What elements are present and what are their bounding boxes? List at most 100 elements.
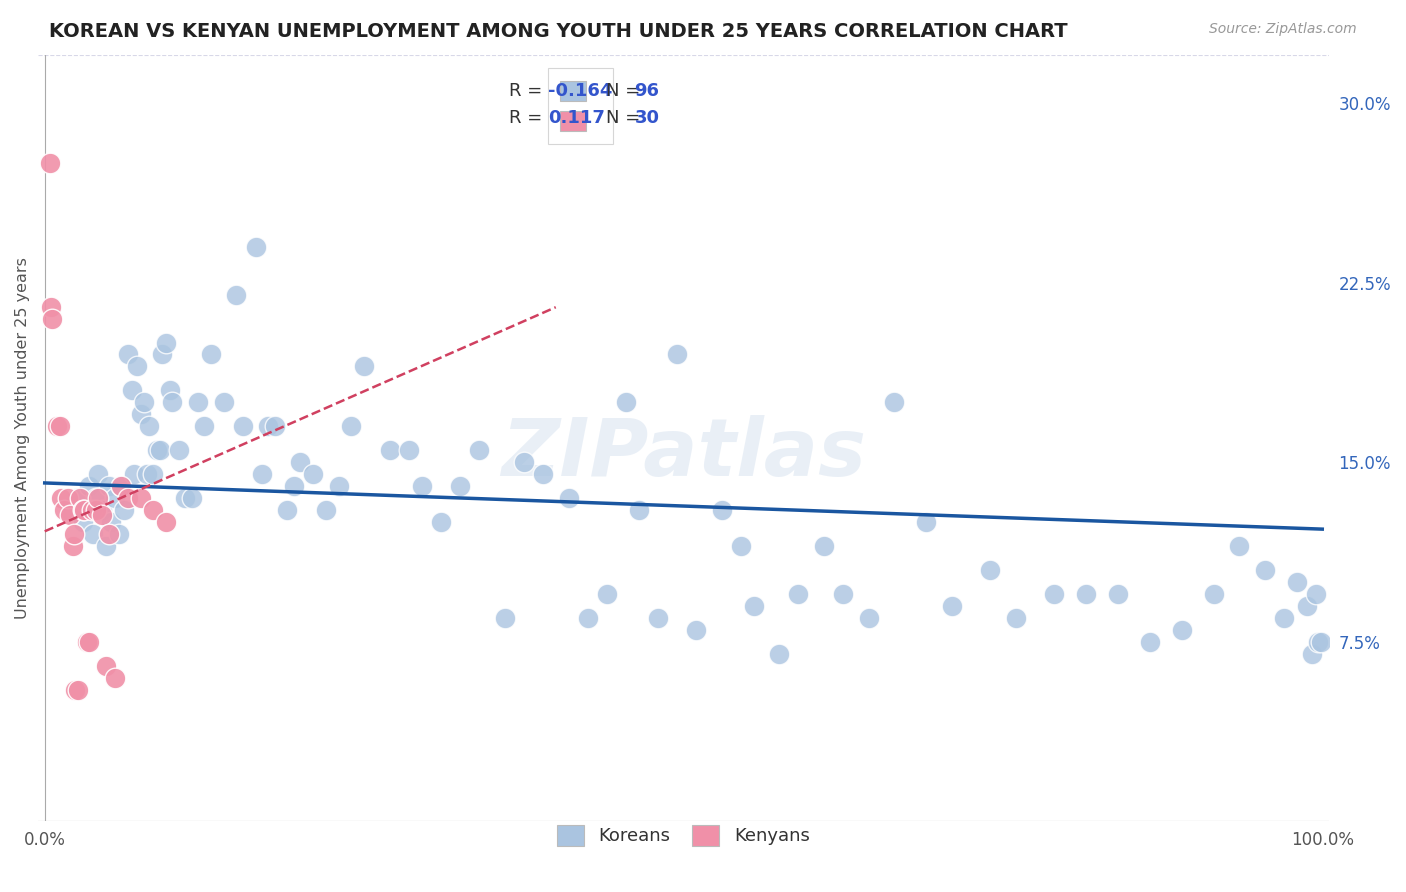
Point (449, 479, 471, 493)
Point (162, 395, 184, 409)
Point (59, 503, 82, 517)
Point (710, 503, 733, 517)
Point (1074, 587, 1097, 601)
Point (110, 479, 132, 493)
Text: 30: 30 (634, 109, 659, 127)
Point (232, 419, 254, 434)
Point (38, 156, 60, 170)
Point (87, 491, 110, 506)
Legend: Koreans, Kenyans: Koreans, Kenyans (548, 815, 818, 855)
Point (62, 539, 84, 553)
Point (174, 491, 197, 506)
Point (245, 240, 267, 254)
Y-axis label: Unemployment Among Youth under 25 years: Unemployment Among Youth under 25 years (15, 258, 30, 619)
Point (647, 611, 669, 625)
Point (1254, 563, 1277, 577)
Point (1308, 635, 1330, 649)
Point (138, 419, 160, 434)
Point (142, 467, 165, 482)
Point (730, 539, 752, 553)
Point (94, 658, 117, 673)
Text: ZIPatlas: ZIPatlas (501, 415, 866, 492)
Point (212, 395, 235, 409)
Point (187, 395, 209, 409)
Point (110, 479, 132, 493)
Point (398, 443, 420, 458)
Point (80, 503, 103, 517)
Point (125, 359, 148, 374)
Point (87, 467, 110, 482)
Point (883, 395, 905, 409)
Point (666, 347, 689, 361)
Point (1043, 587, 1066, 601)
Point (146, 443, 169, 458)
Point (180, 491, 202, 506)
Point (72, 503, 94, 517)
Point (117, 347, 139, 361)
Point (94, 539, 117, 553)
Point (276, 503, 298, 517)
Point (283, 479, 305, 493)
Point (353, 359, 375, 374)
Point (167, 443, 190, 458)
Point (65, 682, 87, 697)
Point (813, 539, 835, 553)
Point (39, 300, 62, 314)
Point (1139, 635, 1161, 649)
Point (1305, 587, 1327, 601)
Point (429, 515, 451, 529)
Text: N =: N = (606, 82, 640, 100)
Point (915, 515, 938, 529)
Point (52, 503, 75, 517)
Point (263, 419, 285, 434)
Point (97, 527, 120, 541)
Point (257, 419, 280, 434)
Point (302, 467, 325, 482)
Point (858, 611, 880, 625)
Point (73, 503, 96, 517)
Point (59, 508, 82, 522)
Point (84, 491, 107, 506)
Point (200, 347, 222, 361)
Point (108, 527, 131, 541)
Point (104, 671, 127, 685)
Point (49, 419, 72, 434)
Point (84, 503, 107, 517)
Point (129, 408, 152, 422)
Point (121, 384, 143, 398)
Point (1202, 587, 1225, 601)
Point (112, 503, 135, 517)
Point (468, 443, 491, 458)
Point (1285, 574, 1308, 589)
Point (340, 419, 363, 434)
Point (1296, 599, 1319, 613)
Point (155, 335, 177, 350)
Point (1227, 539, 1250, 553)
Point (1310, 635, 1333, 649)
Point (411, 479, 433, 493)
Point (134, 395, 156, 409)
Point (150, 347, 173, 361)
Text: KOREAN VS KENYAN UNEMPLOYMENT AMONG YOUTH UNDER 25 YEARS CORRELATION CHART: KOREAN VS KENYAN UNEMPLOYMENT AMONG YOUT… (49, 22, 1067, 41)
Point (46, 419, 69, 434)
Point (66, 682, 89, 697)
Text: -0.164: -0.164 (548, 82, 613, 100)
Point (596, 587, 619, 601)
Point (557, 491, 579, 506)
Text: Source: ZipAtlas.com: Source: ZipAtlas.com (1209, 22, 1357, 37)
Point (979, 563, 1001, 577)
Point (135, 467, 157, 482)
Point (787, 587, 810, 601)
Point (66, 491, 89, 506)
Point (79, 635, 101, 649)
Point (614, 395, 637, 409)
Text: R =: R = (509, 82, 543, 100)
Point (1107, 587, 1129, 601)
Text: 0.117: 0.117 (548, 109, 605, 127)
Point (941, 599, 963, 613)
Point (41, 311, 63, 326)
Point (1170, 623, 1192, 637)
Point (1004, 611, 1026, 625)
Point (193, 419, 215, 434)
Point (56, 491, 79, 506)
